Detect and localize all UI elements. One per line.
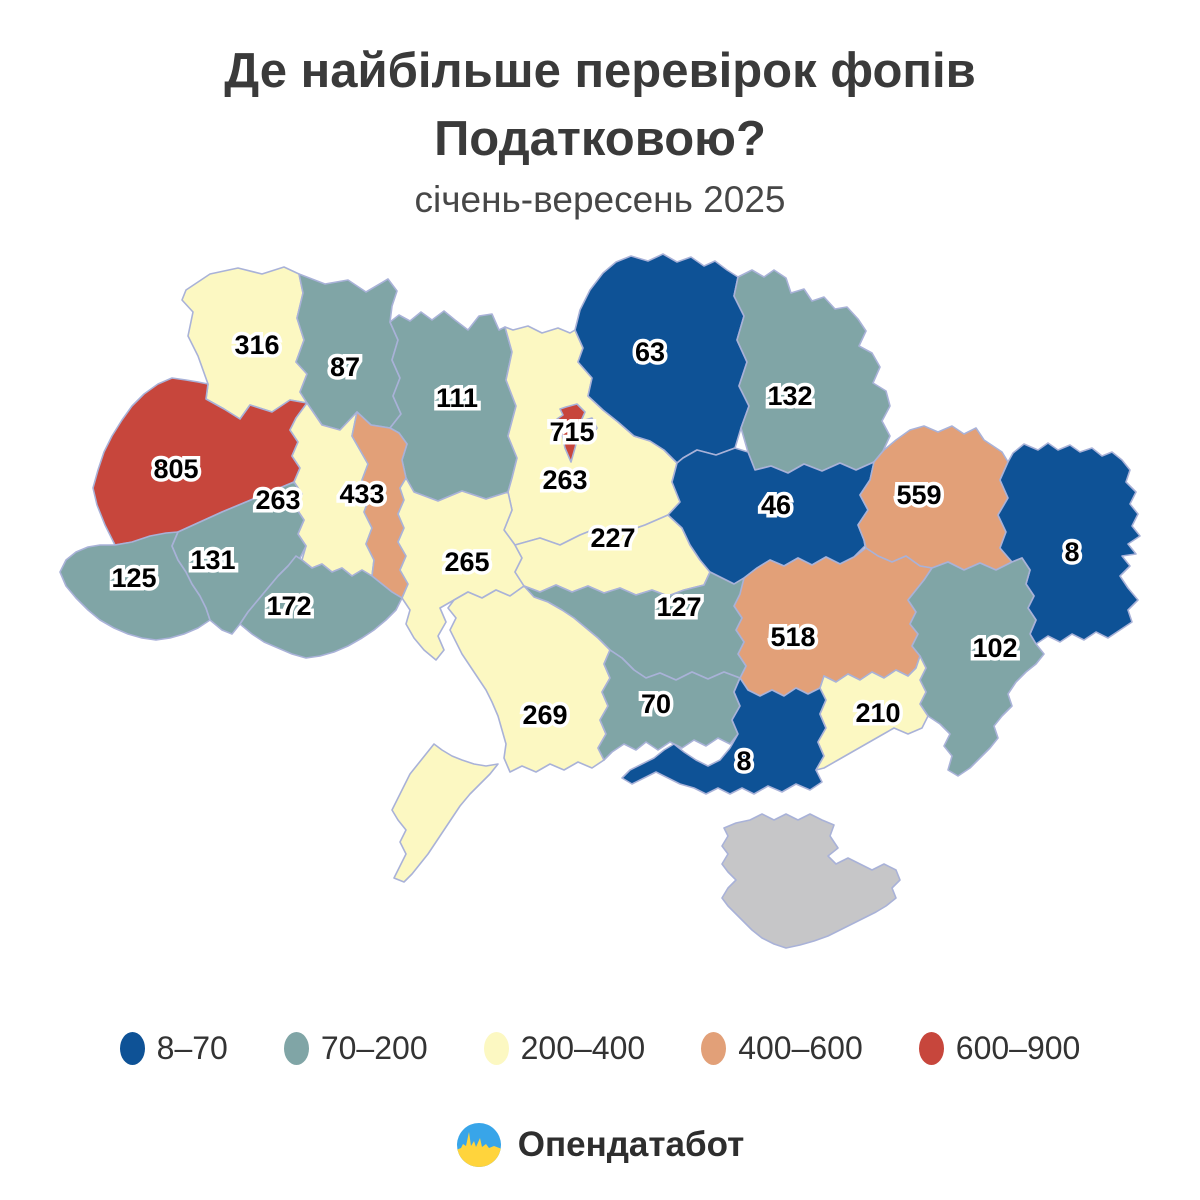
- legend-swatch-teal: [283, 1032, 309, 1065]
- region-donetsk: [907, 557, 1045, 777]
- label-volyn: 316: [234, 330, 279, 360]
- label-rivne: 87: [330, 352, 360, 382]
- label-sumy: 132: [767, 381, 812, 411]
- legend-item-5: 600–900: [918, 1030, 1081, 1067]
- region-shapes: [59, 253, 1141, 949]
- legend-item-1: 8–70: [119, 1030, 228, 1067]
- footer-brand: Опендатабот: [0, 1122, 1200, 1168]
- legend-range-label: 400–600: [738, 1030, 863, 1066]
- legend-range-label: 70–200: [320, 1030, 428, 1066]
- label-lviv: 805: [153, 454, 198, 484]
- label-chernivtsi: 172: [266, 591, 311, 621]
- page-title-line2: Податковою?: [434, 111, 766, 166]
- region-odesa: [391, 585, 611, 883]
- title-block: Де найбільше перевірок фопів Податковою?…: [0, 38, 1200, 221]
- legend-item-2: 70–200: [283, 1030, 428, 1067]
- label-khmelnytskyi: 433: [339, 479, 384, 509]
- legend-item-3: 200–400: [483, 1030, 646, 1067]
- label-ivano-frankivsk: 131: [190, 545, 235, 575]
- legend-swatch-yellow: [483, 1032, 509, 1065]
- legend-swatch-salmon: [701, 1032, 727, 1065]
- legend-range-label: 8–70: [156, 1030, 228, 1066]
- legend-swatch-blue: [119, 1032, 145, 1065]
- label-kyiv-city: 715: [549, 417, 594, 447]
- label-zakarpattia: 125: [111, 563, 156, 593]
- label-luhansk: 8: [1064, 537, 1079, 567]
- label-donetsk: 102: [972, 633, 1017, 663]
- region-mykolaiv: [597, 649, 741, 761]
- label-kharkiv: 559: [896, 480, 941, 510]
- label-kirovohrad: 127: [656, 592, 701, 622]
- label-kherson: 8: [736, 746, 751, 776]
- region-crimea: [721, 813, 901, 949]
- brand-name: Опендатабот: [517, 1125, 745, 1164]
- label-odesa: 269: [522, 700, 567, 730]
- region-value-labels: 316 87 111 715 263 63 132 805 263 433 26…: [108, 327, 1083, 780]
- legend-item-4: 400–600: [701, 1030, 863, 1067]
- label-vinnytsia: 265: [444, 547, 489, 577]
- legend: 8–70 70–200 200–400 400–600 600–900: [0, 1030, 1200, 1067]
- label-ternopil: 263: [255, 485, 300, 515]
- region-zaporizhzhia: [815, 655, 929, 771]
- legend-range-label: 200–400: [520, 1030, 646, 1066]
- legend-swatch-red: [918, 1032, 944, 1065]
- region-chernivtsi: [239, 555, 403, 659]
- region-kyiv-city: [552, 403, 598, 463]
- legend-range-label: 600–900: [955, 1030, 1081, 1066]
- opendatabot-logo-icon: [456, 1123, 501, 1167]
- page-subtitle: січень-вересень 2025: [414, 179, 786, 221]
- region-sumy: [733, 269, 891, 474]
- label-poltava: 46: [761, 490, 791, 520]
- page-title-line1: Де найбільше перевірок фопів: [224, 44, 976, 98]
- region-vinnytsia: [397, 477, 525, 661]
- label-kyiv-oblast: 263: [542, 465, 587, 495]
- label-chernihiv: 63: [635, 337, 665, 367]
- label-zhytomyr: 111: [436, 383, 478, 413]
- label-dnipropetrovsk: 518: [770, 622, 815, 652]
- label-zaporizhzhia: 210: [855, 698, 900, 728]
- label-cherkasy: 227: [590, 523, 635, 553]
- label-mykolaiv: 70: [641, 689, 671, 719]
